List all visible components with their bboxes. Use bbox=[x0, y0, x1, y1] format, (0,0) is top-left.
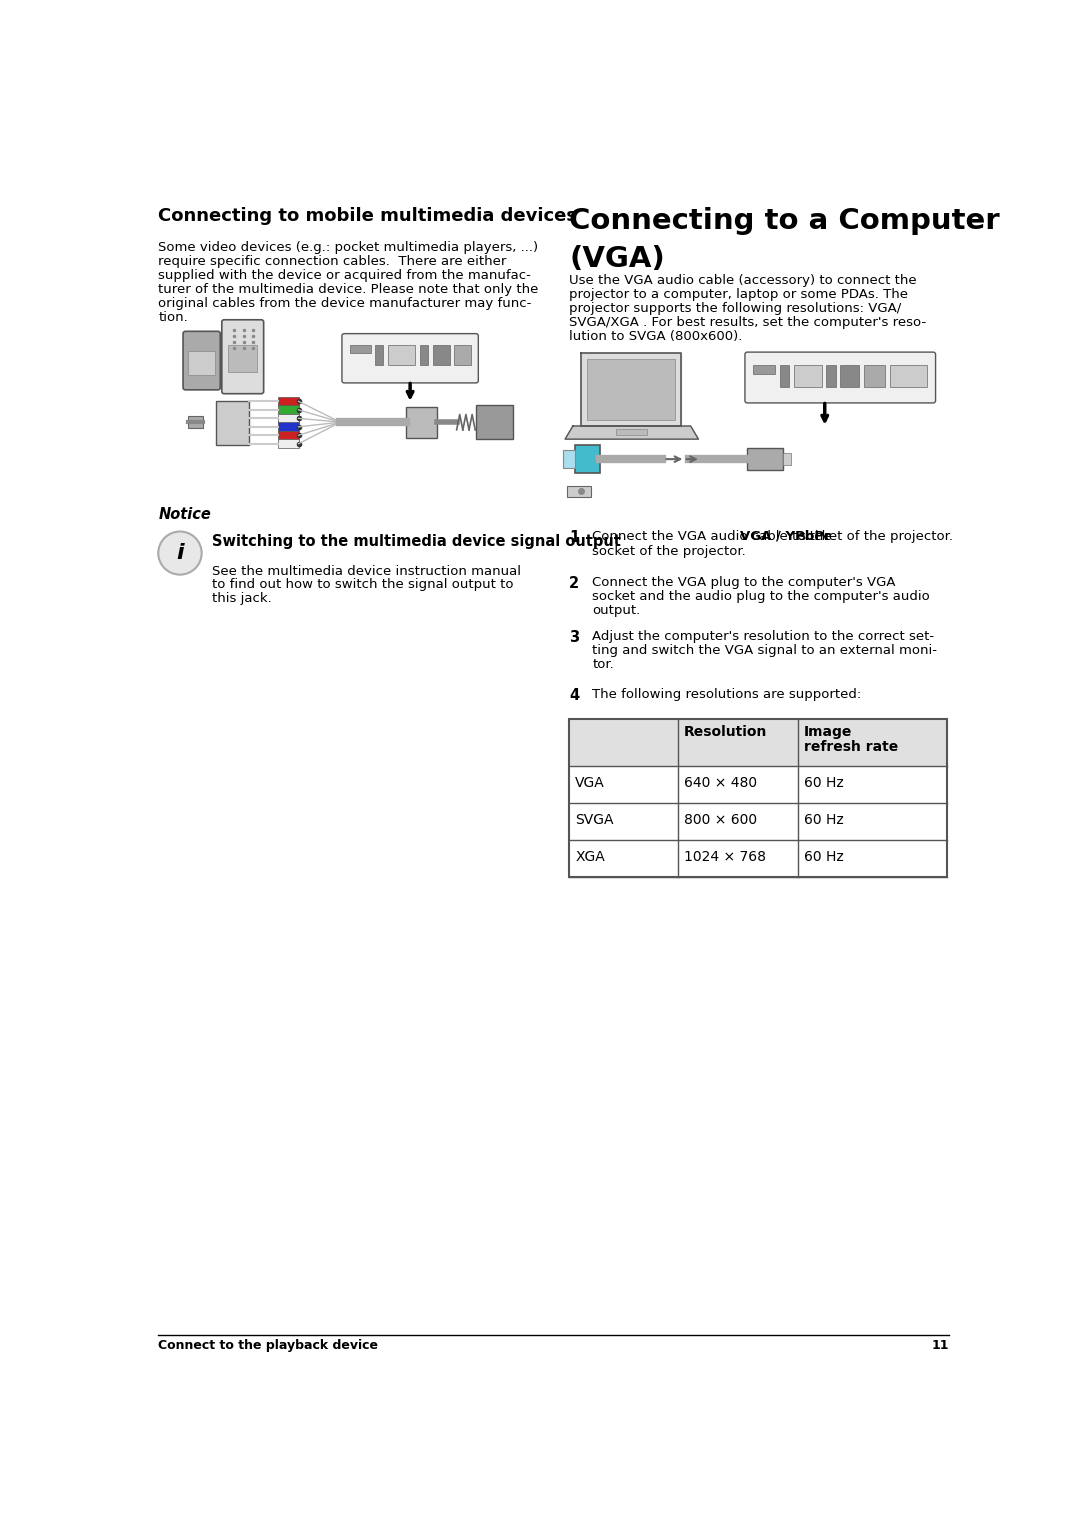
Bar bbox=[375, 346, 383, 365]
Text: 640 × 480: 640 × 480 bbox=[684, 775, 757, 789]
Text: projector to a computer, laptop or some PDAs. The: projector to a computer, laptop or some … bbox=[569, 287, 908, 301]
Text: 60 Hz: 60 Hz bbox=[804, 812, 843, 827]
Text: Connect the VGA plug to the computer's VGA: Connect the VGA plug to the computer's V… bbox=[592, 576, 895, 589]
Text: socket of the projector.: socket of the projector. bbox=[592, 546, 746, 558]
Text: output.: output. bbox=[592, 604, 640, 616]
Text: Connect to the playback device: Connect to the playback device bbox=[159, 1339, 378, 1352]
Text: this jack.: this jack. bbox=[213, 592, 272, 605]
Text: supplied with the device or acquired from the manufac-: supplied with the device or acquired fro… bbox=[159, 269, 531, 281]
Text: 60 Hz: 60 Hz bbox=[804, 850, 843, 864]
Text: Adjust the computer's resolution to the correct set-: Adjust the computer's resolution to the … bbox=[592, 630, 934, 644]
Text: 1024 × 768: 1024 × 768 bbox=[684, 850, 766, 864]
Text: require specific connection cables.  There are either: require specific connection cables. Ther… bbox=[159, 255, 507, 268]
Bar bbox=[279, 396, 298, 407]
Text: tion.: tion. bbox=[159, 310, 188, 324]
Text: Notice: Notice bbox=[159, 508, 211, 521]
Text: Image: Image bbox=[804, 725, 852, 739]
Text: Some video devices (e.g.: pocket multimedia players, ...): Some video devices (e.g.: pocket multime… bbox=[159, 242, 538, 254]
Bar bbox=[279, 405, 298, 414]
FancyBboxPatch shape bbox=[342, 333, 478, 382]
Text: Connecting to a Computer: Connecting to a Computer bbox=[569, 206, 1000, 234]
Text: tor.: tor. bbox=[592, 657, 615, 671]
Bar bbox=[188, 416, 203, 428]
Bar bbox=[586, 359, 675, 420]
Bar bbox=[389, 346, 415, 365]
Text: The following resolutions are supported:: The following resolutions are supported: bbox=[592, 688, 862, 700]
Text: Resolution: Resolution bbox=[684, 725, 767, 739]
Bar bbox=[420, 346, 428, 365]
Bar bbox=[754, 365, 775, 375]
Bar bbox=[189, 350, 215, 375]
Text: turer of the multimedia device. Please note that only the: turer of the multimedia device. Please n… bbox=[159, 283, 539, 295]
Polygon shape bbox=[581, 353, 681, 427]
Bar bbox=[569, 719, 947, 766]
Text: projector supports the following resolutions: VGA/: projector supports the following resolut… bbox=[569, 303, 901, 315]
FancyBboxPatch shape bbox=[221, 320, 264, 393]
Bar bbox=[780, 365, 789, 387]
Bar bbox=[350, 346, 370, 353]
Text: 11: 11 bbox=[931, 1339, 948, 1352]
Bar bbox=[616, 430, 647, 436]
FancyBboxPatch shape bbox=[745, 352, 935, 404]
Bar bbox=[747, 448, 783, 469]
Text: Connect the VGA audio cable to the: Connect the VGA audio cable to the bbox=[592, 531, 836, 543]
Text: Use the VGA audio cable (accessory) to connect the: Use the VGA audio cable (accessory) to c… bbox=[569, 274, 917, 287]
Text: 1: 1 bbox=[569, 531, 579, 544]
Bar bbox=[569, 719, 947, 878]
Bar bbox=[567, 486, 591, 497]
Text: XGA: XGA bbox=[576, 850, 605, 864]
Bar bbox=[864, 365, 886, 387]
Text: 3: 3 bbox=[569, 630, 579, 645]
Bar bbox=[279, 431, 298, 440]
Text: socket and the audio plug to the computer's audio: socket and the audio plug to the compute… bbox=[592, 590, 930, 602]
Bar bbox=[279, 439, 298, 448]
Bar bbox=[890, 365, 927, 387]
Text: socket of the projector.: socket of the projector. bbox=[796, 531, 954, 543]
Bar bbox=[455, 346, 471, 365]
Text: i: i bbox=[176, 543, 184, 563]
Text: Connecting to mobile multimedia devices: Connecting to mobile multimedia devices bbox=[159, 206, 577, 225]
Text: lution to SVGA (800x600).: lution to SVGA (800x600). bbox=[569, 330, 742, 342]
Bar bbox=[794, 365, 822, 387]
Text: 60 Hz: 60 Hz bbox=[804, 775, 843, 789]
Text: SVGA: SVGA bbox=[576, 812, 613, 827]
Bar bbox=[840, 365, 859, 387]
Bar bbox=[576, 445, 600, 472]
Bar bbox=[228, 346, 257, 372]
Text: to find out how to switch the signal output to: to find out how to switch the signal out… bbox=[213, 578, 514, 592]
Polygon shape bbox=[565, 427, 699, 439]
Text: Switching to the multimedia device signal output: Switching to the multimedia device signa… bbox=[213, 534, 621, 549]
Bar bbox=[433, 346, 450, 365]
Text: 2: 2 bbox=[569, 576, 579, 592]
Text: VGA / YPbPr: VGA / YPbPr bbox=[740, 531, 831, 543]
Bar bbox=[826, 365, 836, 387]
Text: SVGA/XGA . For best results, set the computer's reso-: SVGA/XGA . For best results, set the com… bbox=[569, 317, 927, 329]
Bar bbox=[563, 450, 576, 468]
Bar bbox=[406, 407, 437, 437]
Text: 800 × 600: 800 × 600 bbox=[684, 812, 757, 827]
Text: 4: 4 bbox=[569, 688, 579, 703]
Circle shape bbox=[159, 532, 202, 575]
Bar bbox=[279, 414, 298, 424]
Text: refresh rate: refresh rate bbox=[804, 740, 899, 754]
Text: ting and switch the VGA signal to an external moni-: ting and switch the VGA signal to an ext… bbox=[592, 644, 937, 657]
FancyBboxPatch shape bbox=[183, 332, 220, 390]
Bar bbox=[476, 405, 513, 439]
Text: VGA: VGA bbox=[576, 775, 605, 789]
Text: See the multimedia device instruction manual: See the multimedia device instruction ma… bbox=[213, 564, 522, 578]
Bar bbox=[279, 422, 298, 431]
Text: original cables from the device manufacturer may func-: original cables from the device manufact… bbox=[159, 297, 531, 310]
Bar bbox=[783, 453, 791, 465]
Text: (VGA): (VGA) bbox=[569, 245, 665, 274]
Bar bbox=[216, 401, 248, 445]
